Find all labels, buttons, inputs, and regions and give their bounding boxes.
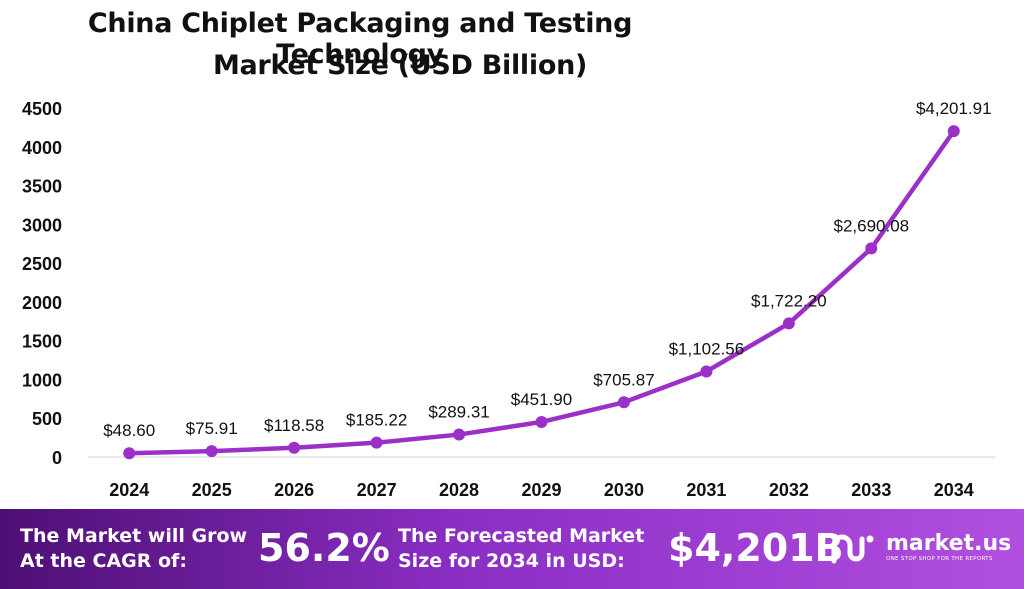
y-tick-label: 4000 <box>22 138 62 158</box>
data-label: $705.87 <box>593 370 654 389</box>
data-point <box>617 396 630 409</box>
x-tick-label: 2026 <box>274 480 314 500</box>
line-chart: 0 500 1000 1500 2000 2500 3000 3500 4000 4500 2024… <box>22 99 995 500</box>
brand-name: market.us <box>886 531 1012 556</box>
market-us-logo-icon <box>831 534 874 564</box>
data-point <box>782 317 795 330</box>
cagr-value: 56.2% <box>258 526 390 570</box>
data-label: $2,690.08 <box>833 216 909 235</box>
data-point <box>453 428 466 441</box>
footer-banner: The Market will Grow At the CAGR of: 56.… <box>0 509 1024 589</box>
data-point <box>865 242 878 255</box>
data-label: $185.22 <box>346 411 407 430</box>
x-tick-label: 2027 <box>357 480 397 500</box>
data-point <box>535 415 548 428</box>
data-point <box>370 436 383 449</box>
x-tick-label: 2031 <box>686 480 726 500</box>
data-point <box>288 441 301 454</box>
x-tick-label: 2028 <box>439 480 479 500</box>
x-tick-label: 2034 <box>934 480 974 500</box>
data-label: $1,102.56 <box>669 339 745 358</box>
data-label: $4,201.91 <box>916 99 992 118</box>
data-label: $75.91 <box>186 419 238 438</box>
x-tick-label: 2032 <box>769 480 809 500</box>
x-tick-label: 2025 <box>192 480 232 500</box>
y-tick-label: 0 <box>52 448 62 468</box>
x-tick-label: 2033 <box>851 480 891 500</box>
chart-title-line2: Market Size (USD Billion) <box>212 50 588 81</box>
forecast-label-line1: The Forecasted Market <box>398 525 645 547</box>
y-tick-label: 3000 <box>22 215 62 235</box>
y-tick-label: 1000 <box>22 370 62 390</box>
x-tick-label: 2029 <box>521 480 561 500</box>
data-label: $118.58 <box>264 416 324 435</box>
y-tick-label: 3500 <box>22 177 62 197</box>
data-label: $1,722.20 <box>751 291 827 310</box>
y-tick-label: 4500 <box>22 99 62 119</box>
data-label: $48.60 <box>103 421 155 440</box>
cagr-label-line2: At the CAGR of: <box>20 550 187 572</box>
y-tick-label: 2500 <box>22 254 62 274</box>
y-tick-label: 1500 <box>22 332 62 352</box>
data-point <box>947 125 960 138</box>
data-point <box>205 445 218 458</box>
forecast-label-line2: Size for 2034 in USD: <box>398 550 625 572</box>
y-tick-label: 2000 <box>22 293 62 313</box>
brand-tagline: ONE STOP SHOP FOR THE REPORTS <box>886 556 993 562</box>
data-label: $289.31 <box>428 403 489 422</box>
data-point <box>123 447 136 460</box>
x-tick-label: 2024 <box>109 480 149 500</box>
data-point <box>700 365 713 378</box>
x-tick-label: 2030 <box>604 480 644 500</box>
data-label: $451.90 <box>511 390 572 409</box>
forecast-value: $4,201B <box>668 526 844 570</box>
chart-title-line1: China Chiplet Packaging and Testing Tech… <box>87 8 633 70</box>
y-tick-label: 500 <box>32 409 62 429</box>
cagr-label-line1: The Market will Grow <box>20 525 248 547</box>
